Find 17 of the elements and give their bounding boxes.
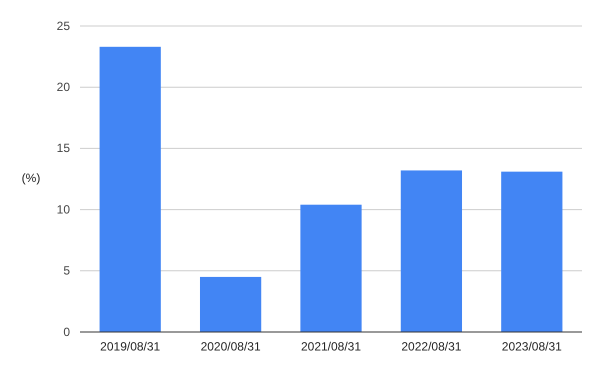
y-tick-label: 20 [56,80,70,94]
bar [300,204,362,332]
x-tick-label: 2020/08/31 [200,340,261,354]
y-tick-label: 10 [56,202,70,216]
y-tick-label: 15 [56,141,70,156]
y-tick-label: 5 [63,264,70,278]
x-tick-label: 2021/08/31 [300,340,362,354]
bar [501,172,562,332]
bar [200,276,262,332]
y-tick-label: 0 [63,324,70,339]
bar [400,170,462,332]
x-tick-label: 2022/08/31 [401,340,462,354]
y-axis-title: (%) [22,171,40,186]
x-tick-label: 2023/08/31 [502,340,562,354]
x-tick-label: 2019/08/31 [100,340,161,354]
bar [100,46,161,332]
y-tick-label: 25 [56,18,70,33]
